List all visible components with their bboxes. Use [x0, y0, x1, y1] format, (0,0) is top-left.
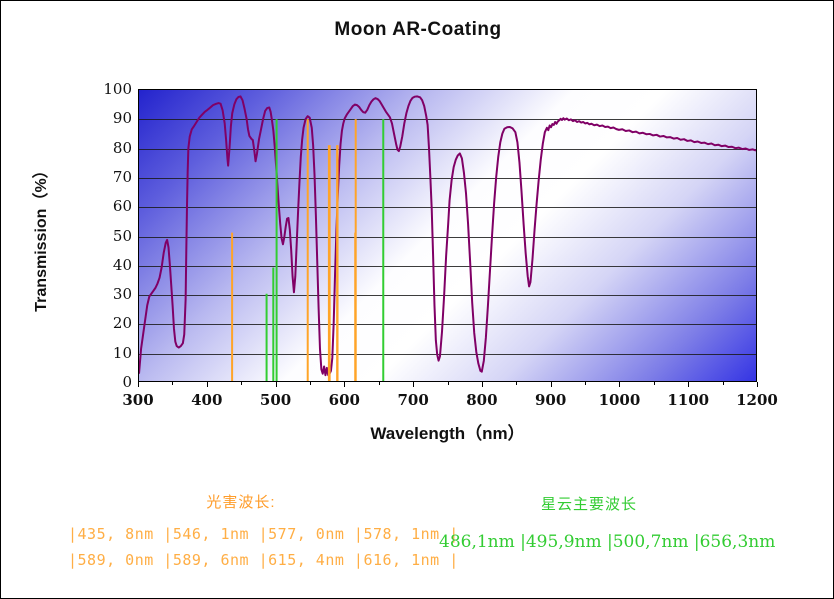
gridline-70	[139, 177, 756, 179]
gridline-60	[139, 207, 756, 209]
x-tick-label-800: 800	[466, 391, 498, 409]
x-minor-tick-mark	[309, 382, 311, 385]
y-tick-label-10: 10	[112, 343, 132, 362]
x-tick-mark	[138, 382, 139, 387]
plot-area	[138, 89, 757, 382]
x-tick-mark	[550, 382, 552, 387]
gridline-10	[139, 353, 756, 355]
y-tick-label-90: 90	[112, 109, 132, 128]
x-tick-label-600: 600	[328, 391, 360, 409]
gridline-20	[139, 324, 756, 326]
y-tick-label-50: 50	[112, 226, 132, 245]
legend-light-pollution-row-1: |435, 8nm |546, 1nm |577, 0nm |578, 1nm …	[68, 525, 459, 543]
legend-light-pollution-title: 光害波长:	[206, 494, 276, 511]
x-tick-label-1200: 1200	[736, 391, 778, 409]
y-tick-label-30: 30	[112, 285, 132, 304]
x-minor-tick-mark	[447, 382, 449, 385]
x-minor-tick-mark	[241, 382, 243, 385]
y-tick-label-60: 60	[112, 197, 132, 216]
x-minor-tick-mark	[585, 382, 587, 385]
x-minor-tick-mark	[722, 382, 724, 385]
x-tick-label-700: 700	[397, 391, 429, 409]
x-minor-tick-mark	[516, 382, 518, 385]
x-tick-mark	[275, 382, 277, 387]
y-tick-label-40: 40	[112, 255, 132, 274]
x-minor-tick-mark	[653, 382, 655, 385]
y-tick-label-100: 100	[103, 80, 132, 98]
x-tick-mark	[757, 382, 758, 387]
transmission-chart	[139, 90, 756, 381]
chart-title: Moon AR-Coating	[334, 19, 502, 40]
x-axis-label: Wavelength（nm）	[370, 424, 525, 443]
x-tick-label-1000: 1000	[598, 391, 641, 409]
x-tick-mark	[344, 382, 346, 387]
y-tick-label-80: 80	[112, 138, 132, 157]
y-tick-label-70: 70	[112, 167, 132, 186]
x-tick-mark	[206, 382, 208, 387]
x-tick-label-500: 500	[259, 391, 292, 409]
gridline-80	[139, 148, 756, 150]
x-tick-label-1100: 1100	[667, 391, 710, 409]
x-tick-mark	[688, 382, 690, 387]
legend-nebula: 星云主要波长 486,1nm |495,9nm |500,7nm |656,3n…	[439, 493, 776, 552]
legend-nebula-row: 486,1nm |495,9nm |500,7nm |656,3nm	[439, 532, 776, 552]
x-minor-tick-mark	[172, 382, 174, 385]
gridline-40	[139, 265, 756, 267]
gridline-90	[139, 119, 756, 121]
y-axis-label: Transmission（%）	[33, 162, 50, 312]
legend-nebula-title: 星云主要波长	[540, 496, 637, 513]
x-tick-label-300: 300	[122, 391, 154, 409]
y-tick-label-20: 20	[112, 314, 132, 333]
x-tick-label-400: 400	[191, 391, 223, 409]
gridline-30	[139, 295, 756, 297]
legend-light-pollution: 光害波长: |435, 8nm |546, 1nm |577, 0nm |578…	[56, 491, 459, 573]
x-tick-mark	[413, 382, 415, 387]
x-tick-mark	[481, 382, 483, 387]
x-tick-label-900: 900	[535, 391, 567, 409]
y-tick-label-0: 0	[122, 373, 132, 391]
x-tick-mark	[619, 382, 621, 387]
x-minor-tick-mark	[378, 382, 380, 385]
transmission-curve	[139, 96, 756, 375]
legend-light-pollution-row-2: |589, 0nm |589, 6nm |615, 4nm |616, 1nm …	[68, 551, 459, 569]
